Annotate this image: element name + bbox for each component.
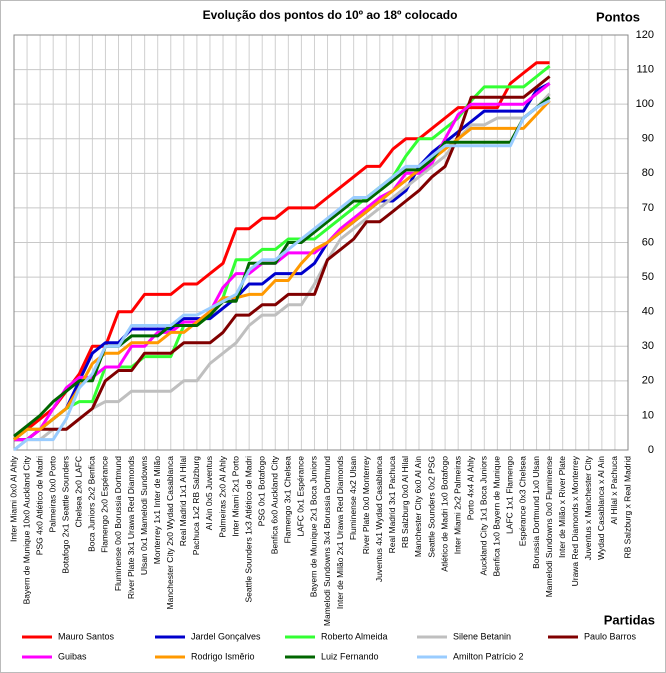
- series-line: [14, 75, 551, 442]
- legend-label: Silene Betanin: [453, 631, 511, 641]
- x-tick-label: Inter de Milão x River Plate: [557, 456, 567, 558]
- x-tick-label: LAFC 1x1 Flamengo: [505, 456, 515, 534]
- x-tick-label: Palmeiras 0x0 Porto: [47, 456, 57, 533]
- y-tick-label: 110: [636, 63, 654, 75]
- x-tick-label: River Plate 0x0 Monterrey: [361, 455, 371, 554]
- legend-label: Paulo Barros: [584, 631, 637, 641]
- x-tick-label: Borussia Dortmund 1x0 Ulsan: [531, 456, 541, 569]
- y-tick-label: 70: [642, 202, 654, 214]
- y-tick-label: 10: [642, 409, 654, 421]
- chart-title: Evolução dos pontos do 10º ao 18º coloca…: [203, 8, 458, 22]
- x-tick-label: Bayern de Munique 10x0 Auckland City: [21, 455, 31, 604]
- plot-frame: [13, 34, 629, 451]
- x-tick-label: Inter Miami 2x2 Palmeiras: [452, 456, 462, 554]
- x-tick-label: Al Hilal x Pachuca: [609, 456, 619, 525]
- x-tick-label: Mamelodi Sundowns 3x4 Borussia Dortmund: [322, 456, 332, 626]
- y-tick-label: 120: [636, 29, 654, 41]
- x-tick-label: Botafogo 2x1 Seattle Sounders: [61, 456, 71, 574]
- y-tick-label: 80: [642, 167, 654, 179]
- x-tick-label: Mamelodi Sundowns 0x0 Fluminense: [544, 456, 554, 598]
- x-tick-label: Boca Juniors 2x2 Benfica: [87, 456, 97, 552]
- x-tick-label: Palmeiras 2x0 Al Ahly: [217, 455, 227, 537]
- y-tick-label: 20: [642, 375, 654, 387]
- x-tick-label: PSG 4x0 Atlético de Madri: [34, 456, 44, 555]
- x-tick-label: Auckland City 1x1 Boca Juniors: [479, 456, 489, 576]
- x-tick-label: Juventus 4x1 Wydad Casablanca: [374, 456, 384, 582]
- x-tick-label: Flamengo 2x0 Espérance: [100, 456, 110, 553]
- x-tick-label: Manchester City 6x0 Al Ain: [413, 456, 423, 557]
- x-tick-label: Inter de Milão 2x1 Urawa Red Diamonds: [335, 456, 345, 609]
- x-tick-label: LAFC 0x1 Espérance: [296, 456, 306, 537]
- x-tick-label: Real Madrid 1x1 Al Hilal: [178, 456, 188, 546]
- x-tick-label: Inter Miami 2x1 Porto: [230, 456, 240, 537]
- x-tick-label: River Plate 3x1 Urawa Red Diamonds: [126, 456, 136, 599]
- x-tick-label: Urawa Red Diamonds x Monterrey: [570, 455, 580, 586]
- legend-label: Jardel Gonçalves: [191, 631, 261, 641]
- x-tick-label: Porto 4x4 Al Ahly: [465, 455, 475, 520]
- y-tick-label: 40: [642, 306, 654, 318]
- x-tick-label: Monterrey 1x1 Inter de Milão: [152, 456, 162, 564]
- x-tick-label: Inter Miami 0x0 Al Ahly: [8, 455, 18, 542]
- x-tick-label: Flamengo 3x1 Chelsea: [283, 456, 293, 544]
- x-tick-label: Chelsea 2x0 LAFC: [74, 456, 84, 527]
- x-tick-label: Seattle Sounders 1x3 Atlético de Madri: [243, 456, 253, 603]
- legend-label: Luiz Fernando: [321, 651, 379, 661]
- y-tick-label: 90: [642, 133, 654, 145]
- x-tick-label: PSG 0x1 Botafogo: [256, 456, 266, 527]
- y-tick-label: 30: [642, 340, 654, 352]
- x-tick-label: Manchester City 2x0 Wydad Casablanca: [165, 456, 175, 610]
- x-tick-label: Pachuca 1x2 RB Salzburg: [191, 456, 201, 555]
- x-tick-label: RB Salzburg 0x0 Al Hilal: [400, 456, 410, 548]
- legend-label: Mauro Santos: [58, 631, 115, 641]
- x-tick-label: Atlético de Madri 1x0 Botafogo: [439, 456, 449, 572]
- x-tick-label: Wydad Casablanca x Al Ain: [596, 456, 606, 560]
- series-line: [13, 99, 551, 452]
- x-tick-label: Al Ain 0x5 Juventus: [204, 456, 214, 530]
- x-tick-label: Benfica 6x0 Auckland City: [270, 455, 280, 554]
- legend-label: Rodrigo Isměrio: [191, 651, 255, 661]
- x-tick-label: Real Madrid 3x1 Pachuca: [387, 456, 397, 554]
- x-tick-label: Ulsan 0x1 Mamelodi Sundowns: [139, 456, 149, 575]
- y-tick-label: 50: [642, 271, 654, 283]
- x-tick-label: RB Salzburg x Real Madrid: [622, 456, 632, 559]
- legend-label: Amilton Patrício 2: [453, 651, 524, 661]
- x-tick-label: Bayern de Munique 2x1 Boca Juniors: [309, 456, 319, 597]
- x-tick-label: Espérance 0x3 Chelsea: [518, 456, 528, 547]
- x-axis-label: Partidas: [604, 612, 655, 627]
- series-line: [13, 64, 551, 441]
- x-tick-label: Fluminense 4x2 Ulsan: [348, 456, 358, 540]
- y-tick-label: 0: [648, 444, 654, 456]
- y-tick-label: 100: [636, 98, 654, 110]
- x-tick-label: Fluminense 0x0 Borussia Dortmund: [113, 456, 123, 591]
- legend-label: Roberto Almeida: [321, 631, 388, 641]
- y-tick-label: 60: [642, 236, 654, 248]
- series-line: [14, 82, 551, 442]
- x-tick-label: Juventus x Manchester City: [583, 455, 593, 560]
- legend-label: Guibas: [58, 651, 87, 661]
- x-tick-label: Seattle Sounders 0x2 PSG: [426, 456, 436, 558]
- x-tick-label: Benfica 1x0 Bayern de Munique: [492, 456, 502, 577]
- y-axis-label: Pontos: [596, 9, 640, 24]
